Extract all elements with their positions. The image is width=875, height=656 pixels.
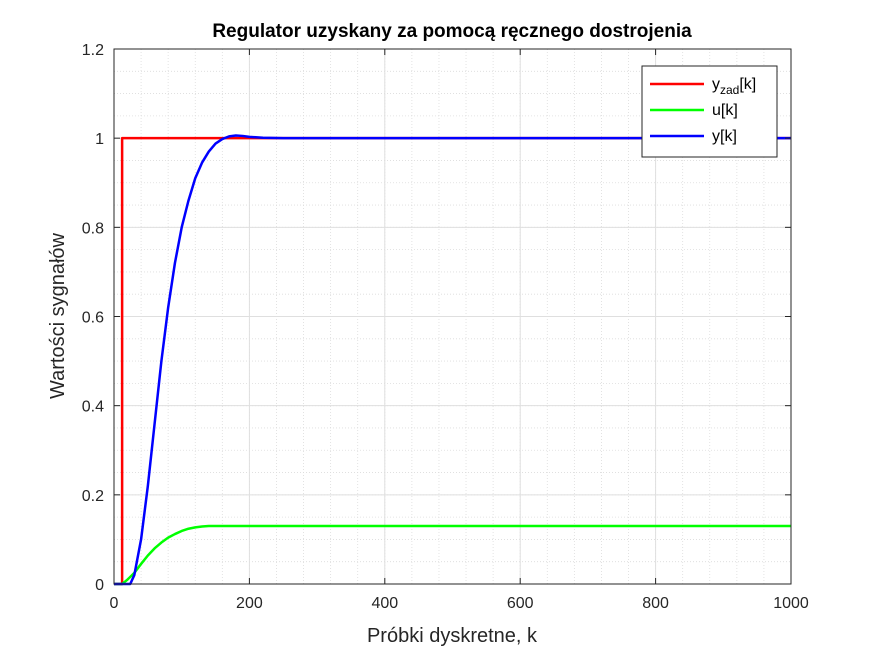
y-tick-label: 0.6 <box>82 310 104 327</box>
x-tick-label: 0 <box>110 595 119 612</box>
y-axis-title: Wartości sygnałów <box>47 232 69 399</box>
x-tick-label: 600 <box>507 595 534 612</box>
y-tick-label: 0 <box>95 577 104 594</box>
chart-title: Regulator uzyskany za pomocą ręcznego do… <box>212 21 692 42</box>
x-tick-label: 1000 <box>773 595 809 612</box>
tick-labels: 0 200 400 600 800 1000 0 0.2 0.4 0.6 0.8 1 1.2 <box>82 42 809 612</box>
ticks <box>113 48 792 585</box>
y-tick-label: 1.2 <box>82 42 104 59</box>
y-tick-label: 1 <box>95 131 104 148</box>
x-tick-label: 400 <box>371 595 398 612</box>
y-tick-label: 0.8 <box>82 220 104 237</box>
y-tick-label: 0.4 <box>82 399 104 416</box>
legend-box <box>641 65 778 158</box>
legend-label: y[k] <box>712 128 737 145</box>
legend-label: yzad[k] <box>712 76 756 97</box>
legend: yzad[k] u[k] y[k] <box>641 65 778 158</box>
x-tick-label: 200 <box>236 595 263 612</box>
series-line-y <box>114 134 791 586</box>
x-tick-label: 800 <box>642 595 669 612</box>
y-tick-label: 0.2 <box>82 488 104 505</box>
x-axis-title: Próbki dyskretne, k <box>367 625 538 647</box>
legend-label: u[k] <box>712 102 738 119</box>
